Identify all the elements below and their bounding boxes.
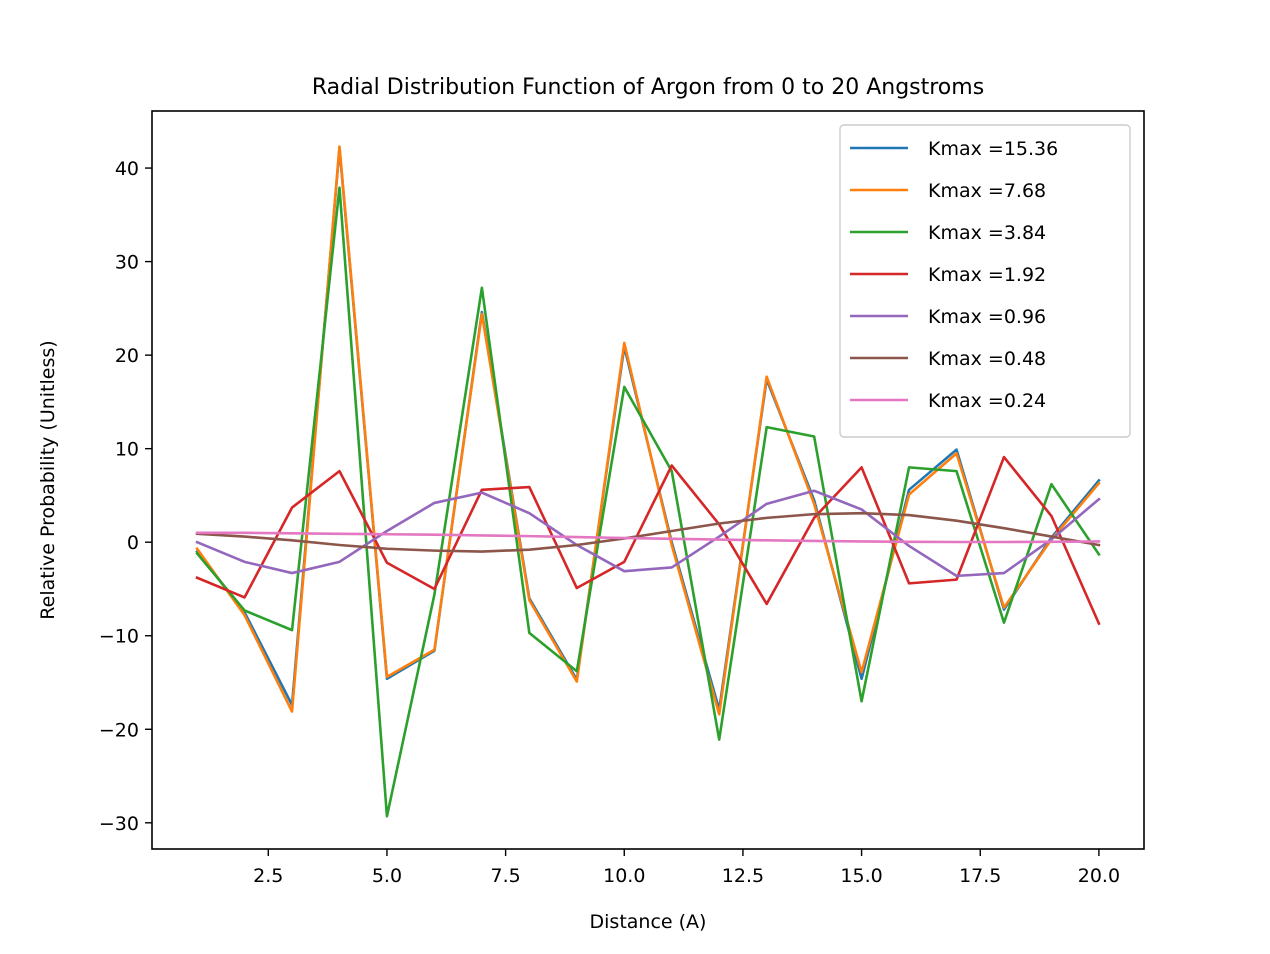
x-tick-label: 2.5 — [253, 865, 283, 887]
legend-label-5: Kmax =0.48 — [928, 348, 1046, 370]
x-tick-label: 7.5 — [490, 865, 520, 887]
series-line-5 — [195, 511, 1101, 553]
series-line-2 — [195, 186, 1101, 818]
x-axis: 2.5 5.0 7.5 10.0 12.5 15.0 17.5 20.0 — [253, 849, 1120, 887]
y-tick-label: 30 — [115, 252, 139, 274]
x-tick-label: 5.0 — [372, 865, 402, 887]
y-tick-label: −10 — [99, 626, 139, 648]
x-tick-label: 10.0 — [603, 865, 645, 887]
y-axis-label: Relative Probability (Unitless) — [37, 340, 59, 619]
y-tick-label: 10 — [115, 439, 139, 461]
legend-label-4: Kmax =0.96 — [928, 306, 1046, 328]
legend-label-6: Kmax =0.24 — [928, 390, 1046, 412]
series-layer — [195, 145, 1101, 818]
y-tick-label: 20 — [115, 345, 139, 367]
series-line-1 — [195, 145, 1101, 716]
y-tick-label: 0 — [127, 532, 139, 554]
legend: Kmax =15.36 Kmax =7.68 Kmax =3.84 Kmax =1.9… — [839, 124, 1131, 438]
x-axis-label: Distance (A) — [590, 911, 707, 933]
x-tick-label: 20.0 — [1078, 865, 1120, 887]
legend-label-1: Kmax =7.68 — [928, 180, 1046, 202]
y-tick-label: −20 — [99, 719, 139, 741]
chart-title: Radial Distribution Function of Argon fr… — [312, 75, 984, 100]
series-line-4 — [195, 489, 1101, 578]
y-tick-label: −30 — [99, 813, 139, 835]
plot-area-frame — [151, 110, 1145, 850]
x-tick-label: 12.5 — [722, 865, 764, 887]
series-line-3 — [195, 455, 1101, 626]
legend-box — [839, 124, 1131, 438]
x-tick-label: 17.5 — [959, 865, 1001, 887]
legend-label-2: Kmax =3.84 — [928, 222, 1046, 244]
y-axis: −30 −20 −10 0 10 20 30 40 — [99, 158, 152, 835]
legend-label-0: Kmax =15.36 — [928, 138, 1058, 160]
series-line-6 — [195, 531, 1101, 544]
y-tick-label: 40 — [115, 158, 139, 180]
legend-label-3: Kmax =1.92 — [928, 264, 1046, 286]
x-tick-label: 15.0 — [840, 865, 882, 887]
